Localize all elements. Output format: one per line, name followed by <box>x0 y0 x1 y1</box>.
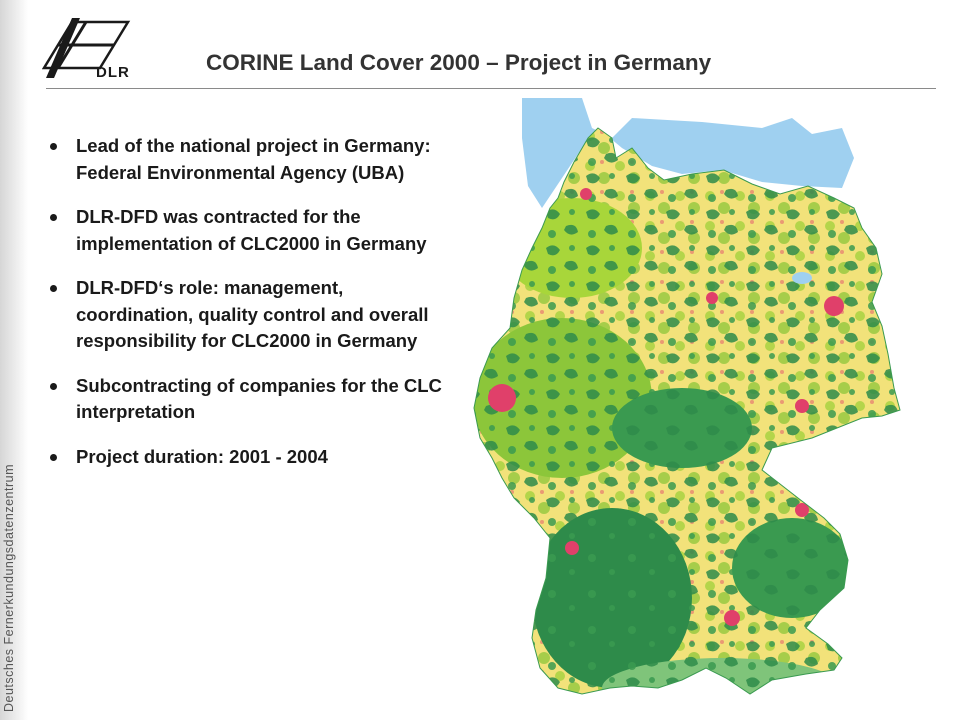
bullet-text: DLR-DFD was contracted for the implement… <box>76 206 427 254</box>
lake-icon <box>792 272 812 284</box>
urban-area-icon <box>795 503 809 517</box>
bullet-text: Lead of the national project in Germany:… <box>76 135 431 183</box>
bullet-dot-icon <box>50 453 57 461</box>
urban-area-icon <box>724 610 740 626</box>
urban-area-icon <box>795 399 809 413</box>
bullet-dot-icon <box>50 285 57 292</box>
side-bar: Deutsches Fernerkundungsdatenzentrum <box>0 0 28 720</box>
bullet-dot-icon <box>50 382 57 390</box>
urban-area-icon <box>565 541 579 555</box>
urban-area-icon <box>488 384 516 412</box>
bullet-list: Lead of the national project in Germany:… <box>46 133 456 488</box>
logo-text: DLR <box>96 64 130 81</box>
slide-title: CORINE Land Cover 2000 – Project in Germ… <box>206 50 712 75</box>
bullet-item: Lead of the national project in Germany:… <box>46 133 456 186</box>
bullet-item: Subcontracting of companies for the CLC … <box>46 373 456 426</box>
dlr-logo-icon <box>42 18 131 78</box>
bullet-item: Project duration: 2001 - 2004 <box>46 444 456 471</box>
urban-area-icon <box>580 188 592 200</box>
bullet-dot-icon <box>50 214 57 221</box>
bullet-dot-icon <box>50 143 57 150</box>
north-sea-area <box>522 98 854 208</box>
bullet-item: DLR-DFD‘s role: management, coordination… <box>46 275 456 355</box>
lake-icon <box>620 690 664 694</box>
urban-area-icon <box>824 296 844 316</box>
bullet-text: DLR-DFD‘s role: management, coordination… <box>76 277 429 351</box>
title-divider <box>46 88 936 89</box>
bullet-item: DLR-DFD was contracted for the implement… <box>46 204 456 257</box>
side-label: Deutsches Fernerkundungsdatenzentrum <box>2 464 16 712</box>
bullet-text: Project duration: 2001 - 2004 <box>76 445 328 467</box>
bullet-text: Subcontracting of companies for the CLC … <box>76 374 442 423</box>
urban-area-icon <box>706 292 718 304</box>
germany-land-cover-map <box>473 98 901 695</box>
